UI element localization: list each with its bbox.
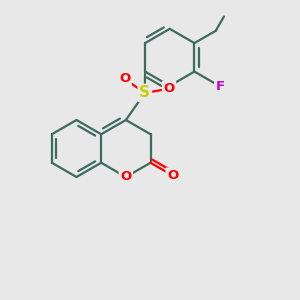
Text: O: O	[167, 169, 178, 182]
Text: O: O	[119, 72, 130, 86]
Text: O: O	[120, 170, 131, 184]
Text: F: F	[216, 80, 225, 93]
Text: S: S	[139, 85, 150, 100]
Text: O: O	[164, 82, 175, 95]
